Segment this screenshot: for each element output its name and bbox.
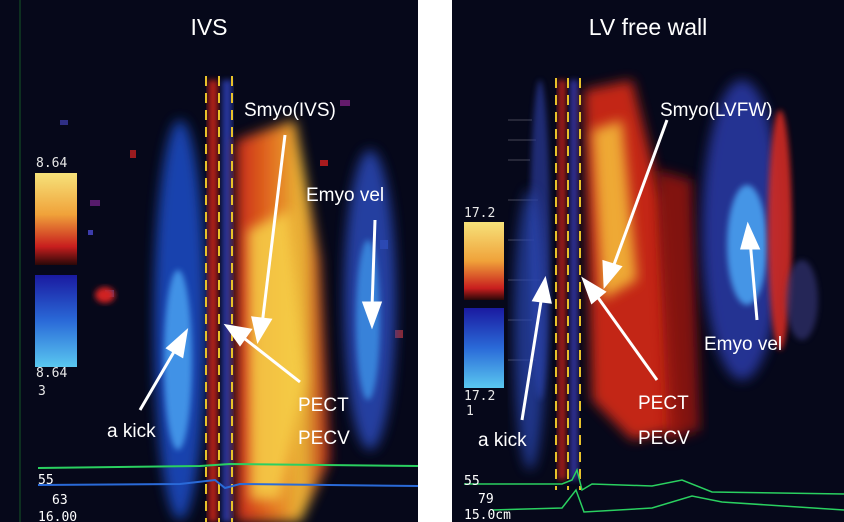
scale-min-sub-label: 3 bbox=[38, 384, 46, 399]
a-kick-label: a kick bbox=[107, 421, 156, 442]
trace-value-1: 55 bbox=[464, 474, 480, 489]
scale-min-label: 8.64 bbox=[36, 366, 68, 381]
trace-value-3: 16.00 bbox=[38, 510, 78, 522]
dashed-timing-markers bbox=[205, 76, 233, 522]
pecv-label: PECV bbox=[298, 428, 350, 449]
lv-free-wall-doppler-image: LV free wall 17.2 17.2 1 Smyo(LVFW) Emyo… bbox=[452, 0, 844, 522]
scale-max-label: 17.2 bbox=[464, 206, 496, 221]
pect-label: PECT bbox=[298, 395, 349, 416]
velocity-scale-negative bbox=[35, 275, 77, 367]
blue-velocity-band bbox=[514, 190, 546, 470]
trace-value-3: 15.0cm bbox=[464, 508, 511, 522]
emyo-label: Emyo vel bbox=[704, 334, 783, 355]
lvfw-doppler-graphic bbox=[452, 0, 844, 522]
smyo-label: Smyo(LVFW) bbox=[660, 100, 773, 121]
velocity-scale-negative bbox=[464, 308, 504, 388]
trace-value-2: 63 bbox=[52, 493, 68, 508]
a-kick-label: a kick bbox=[478, 430, 527, 451]
annotation-arrows bbox=[520, 119, 761, 421]
scale-min-label: 17.2 bbox=[464, 389, 496, 404]
scale-max-label: 8.64 bbox=[36, 156, 68, 171]
ivs-doppler-graphic bbox=[0, 0, 418, 522]
smyo-label: Smyo(IVS) bbox=[244, 100, 336, 121]
emyo-label: Emyo vel bbox=[306, 185, 385, 206]
velocity-scale-positive bbox=[464, 222, 504, 300]
ecg-trace bbox=[37, 462, 418, 469]
pect-label: PECT bbox=[638, 393, 689, 414]
velocity-scale-positive bbox=[35, 173, 77, 265]
annotation-arrows bbox=[138, 134, 383, 411]
panel-title: LV free wall bbox=[588, 14, 708, 40]
pecv-label: PECV bbox=[638, 428, 690, 449]
dashed-timing-markers bbox=[555, 78, 581, 490]
ivs-doppler-image: IVS 8.64 8.64 3 Smyo(IVS) Emyo vel a kic… bbox=[0, 0, 418, 522]
trace-value-2: 79 bbox=[478, 492, 494, 507]
ecg-trace bbox=[464, 467, 844, 495]
scale-min-sub-label: 1 bbox=[466, 404, 474, 419]
panel-title: IVS bbox=[190, 14, 228, 40]
trace-value-1: 55 bbox=[38, 473, 54, 488]
